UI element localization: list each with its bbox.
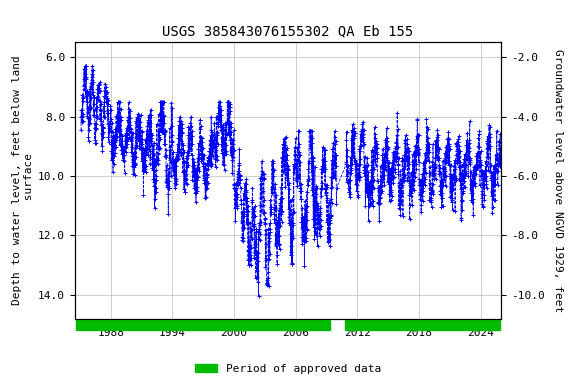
Y-axis label: Groundwater level above NGVD 1929, feet: Groundwater level above NGVD 1929, feet [553, 49, 563, 312]
Y-axis label: Depth to water level, feet below land
 surface: Depth to water level, feet below land su… [13, 56, 34, 305]
Legend: Period of approved data: Period of approved data [191, 359, 385, 379]
Bar [345, 320, 500, 330]
Bar [76, 320, 329, 330]
Title: USGS 385843076155302 QA Eb 155: USGS 385843076155302 QA Eb 155 [162, 24, 414, 38]
